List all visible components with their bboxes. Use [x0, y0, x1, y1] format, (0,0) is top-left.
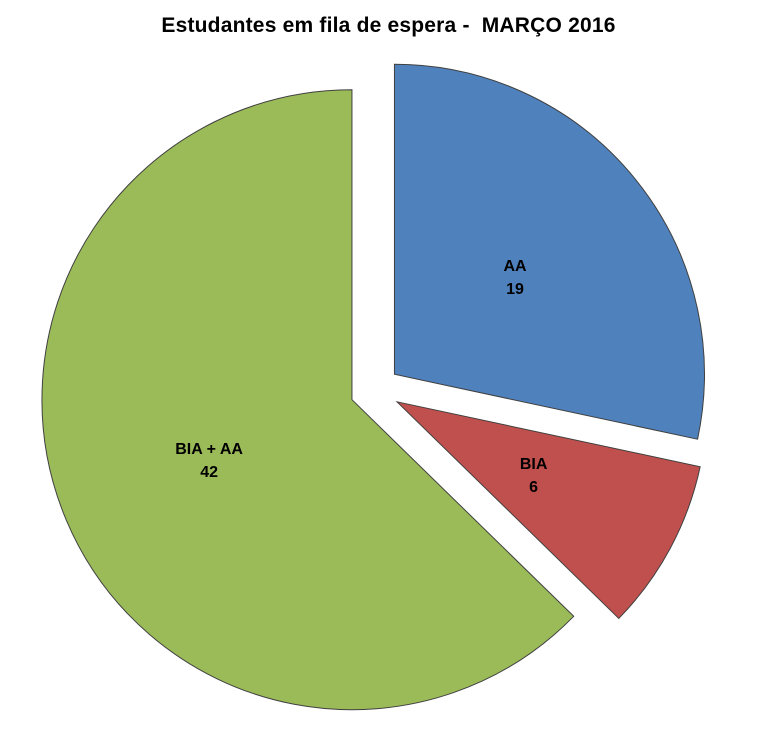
- slice-label-aa: AA: [503, 258, 527, 275]
- chart-title: Estudantes em fila de espera - MARÇO 201…: [161, 14, 616, 37]
- slice-label-bia: BIA: [520, 456, 548, 473]
- slice-label-bia-aa: BIA + AA: [175, 441, 243, 458]
- pie-slice-bia-aa: [41, 89, 575, 711]
- slice-value-aa: 19: [506, 281, 524, 298]
- pie-chart: AA 19 BIA 6 BIA + AA 42: [41, 63, 705, 711]
- pie-slice-bia: [395, 400, 701, 620]
- pie-slice-aa: [393, 63, 705, 440]
- slice-value-bia-aa: 42: [200, 464, 218, 481]
- slice-value-bia: 6: [529, 479, 538, 496]
